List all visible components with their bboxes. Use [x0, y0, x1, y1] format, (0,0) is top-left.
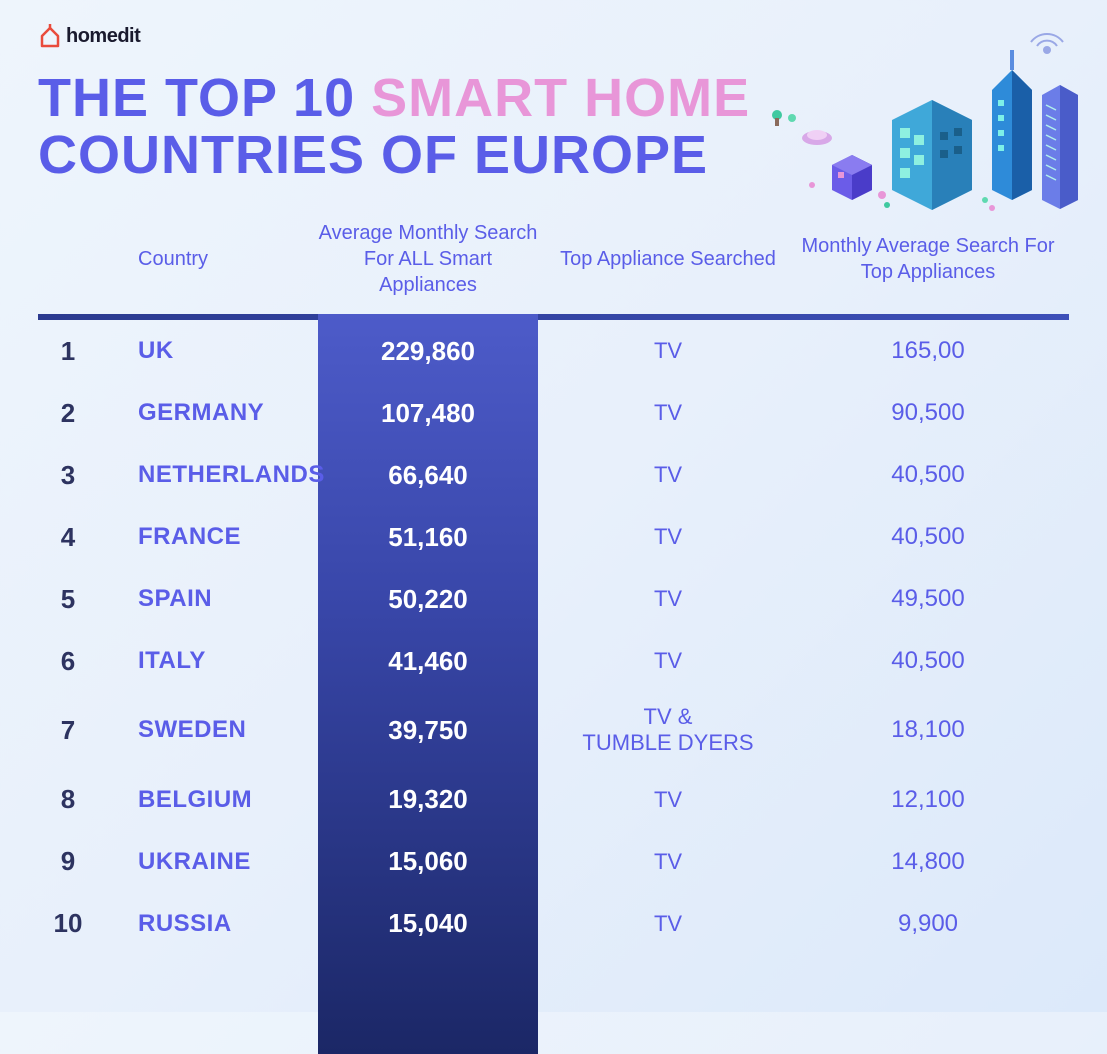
top-app-cell: TV — [538, 586, 798, 612]
country-cell: GERMANY — [98, 399, 318, 427]
rank-cell: 6 — [38, 646, 98, 677]
top-avg-cell: 9,900 — [798, 910, 1058, 938]
th-top-app: Top Appliance Searched — [538, 220, 798, 298]
rank-cell: 1 — [38, 336, 98, 367]
brand-name: homedit — [66, 25, 140, 48]
top-app-cell: TV — [538, 648, 798, 674]
top-app-cell: TV & TUMBLE DYERS — [538, 704, 798, 757]
country-cell: RUSSIA — [98, 910, 318, 938]
top-avg-cell: 40,500 — [798, 647, 1058, 675]
top-avg-cell: 14,800 — [798, 848, 1058, 876]
rank-cell: 2 — [38, 398, 98, 429]
rank-cell: 4 — [38, 522, 98, 553]
table-body: 1 UK 229,860 TV 165,00 2 GERMANY 107,480… — [38, 320, 1069, 955]
top-avg-cell: 12,100 — [798, 786, 1058, 814]
avg-all-cell: 107,480 — [318, 398, 538, 429]
avg-all-cell: 19,320 — [318, 784, 538, 815]
avg-all-cell: 15,040 — [318, 908, 538, 939]
avg-all-cell: 229,860 — [318, 336, 538, 367]
page-title: THE TOP 10 SMART HOME COUNTRIES OF EUROP… — [38, 70, 750, 183]
table-row: 2 GERMANY 107,480 TV 90,500 — [38, 382, 1069, 444]
top-avg-cell: 90,500 — [798, 399, 1058, 427]
country-cell: FRANCE — [98, 523, 318, 551]
top-app-cell: TV — [538, 462, 798, 488]
rank-cell: 9 — [38, 846, 98, 877]
country-cell: BELGIUM — [98, 786, 318, 814]
country-cell: UKRAINE — [98, 848, 318, 876]
avg-all-cell: 66,640 — [318, 460, 538, 491]
top-avg-cell: 18,100 — [798, 716, 1058, 744]
top-avg-cell: 40,500 — [798, 523, 1058, 551]
table-row: 5 SPAIN 50,220 TV 49,500 — [38, 568, 1069, 630]
th-top-avg: Monthly Average Search For Top Appliance… — [798, 220, 1058, 298]
top-avg-cell: 49,500 — [798, 585, 1058, 613]
table-row: 1 UK 229,860 TV 165,00 — [38, 320, 1069, 382]
country-cell: ITALY — [98, 647, 318, 675]
table-header-row: Country Average Monthly Search For ALL S… — [38, 220, 1069, 314]
avg-all-cell: 15,060 — [318, 846, 538, 877]
top-avg-cell: 165,00 — [798, 337, 1058, 365]
title-part-3: COUNTRIES OF EUROPE — [38, 125, 708, 185]
rank-cell: 8 — [38, 784, 98, 815]
table-row: 10 RUSSIA 15,040 TV 9,900 — [38, 893, 1069, 955]
table-row: 3 NETHERLANDS 66,640 TV 40,500 — [38, 444, 1069, 506]
th-avg-all: Average Monthly Search For ALL Smart App… — [318, 220, 538, 298]
avg-all-cell: 51,160 — [318, 522, 538, 553]
rank-cell: 3 — [38, 460, 98, 491]
city-illustration — [727, 30, 1087, 230]
table-row: 6 ITALY 41,460 TV 40,500 — [38, 630, 1069, 692]
avg-all-cell: 41,460 — [318, 646, 538, 677]
th-rank — [38, 220, 98, 298]
house-icon — [38, 24, 62, 48]
table-row: 8 BELGIUM 19,320 TV 12,100 — [38, 769, 1069, 831]
top-app-cell: TV — [538, 911, 798, 937]
brand-logo: homedit — [38, 24, 140, 48]
table-row: 4 FRANCE 51,160 TV 40,500 — [38, 506, 1069, 568]
ranking-table: Country Average Monthly Search For ALL S… — [38, 220, 1069, 955]
th-country: Country — [98, 220, 318, 298]
title-part-1: THE TOP 10 — [38, 68, 371, 128]
top-avg-cell: 40,500 — [798, 461, 1058, 489]
country-cell: SWEDEN — [98, 716, 318, 744]
top-app-cell: TV — [538, 524, 798, 550]
top-app-cell: TV — [538, 338, 798, 364]
rank-cell: 5 — [38, 584, 98, 615]
country-cell: NETHERLANDS — [98, 461, 318, 489]
table-row: 7 SWEDEN 39,750 TV & TUMBLE DYERS 18,100 — [38, 692, 1069, 769]
avg-all-cell: 39,750 — [318, 715, 538, 746]
top-app-cell: TV — [538, 400, 798, 426]
avg-all-cell: 50,220 — [318, 584, 538, 615]
title-part-2: SMART HOME — [371, 68, 750, 128]
rank-cell: 7 — [38, 715, 98, 746]
country-cell: UK — [98, 337, 318, 365]
table-row: 9 UKRAINE 15,060 TV 14,800 — [38, 831, 1069, 893]
rank-cell: 10 — [38, 908, 98, 939]
top-app-cell: TV — [538, 787, 798, 813]
country-cell: SPAIN — [98, 585, 318, 613]
top-app-cell: TV — [538, 849, 798, 875]
